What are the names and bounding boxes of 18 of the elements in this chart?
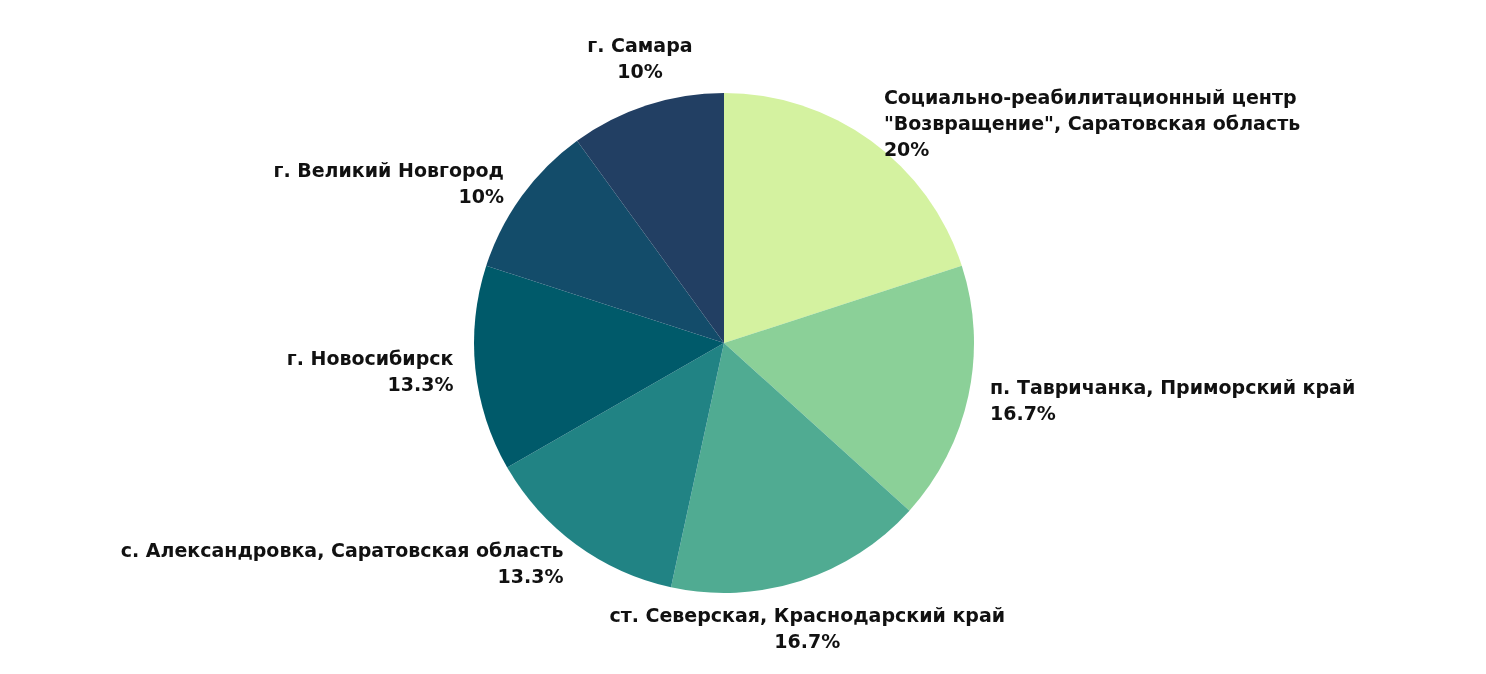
data-label: 10% [617,60,663,83]
slice-label: г. Новосибирск [286,347,454,370]
data-label: 16.7% [990,401,1056,424]
data-label: 13.3% [497,564,564,587]
slice-label: ст. Северская, Краснодарский край [609,603,1006,626]
pie-slice [724,265,974,511]
pie-slice [474,265,724,468]
data-label: 13.3% [387,373,454,396]
slice-label: Социально-реабилитационный центр "Возвращение", Саратовская область [883,85,1301,134]
slice-label: п. Тавричанка, Приморский край [990,375,1356,398]
pie-slice [671,343,910,593]
data-label: 20% [883,137,930,160]
pie-slice [577,93,724,343]
data-label: 16.7% [774,629,841,652]
data-label: 10% [458,185,504,208]
slice-label: г. Самара [587,34,693,57]
slice-label: с. Александровка, Саратовская область [120,538,564,561]
slice-label: г. Великий Новгород [273,159,504,182]
